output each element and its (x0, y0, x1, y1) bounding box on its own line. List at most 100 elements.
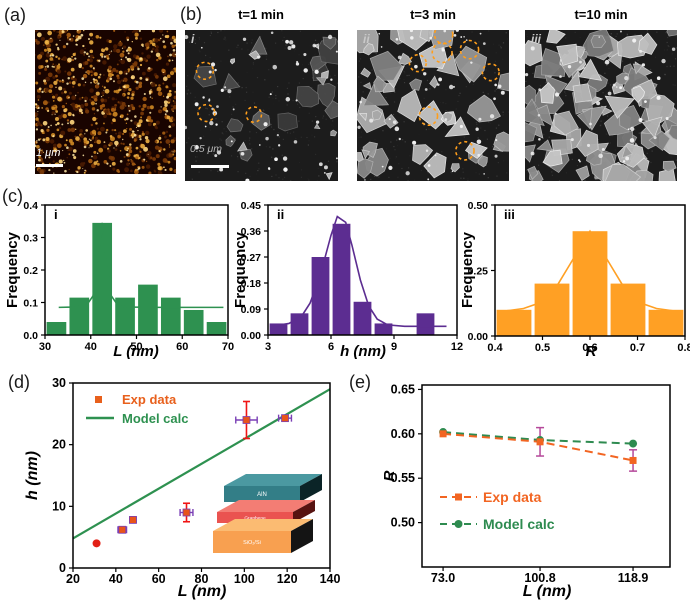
tick-label: 70 (222, 341, 234, 353)
panel-label-d: (d) (8, 372, 30, 392)
xaxis-title-hist-R: R (585, 343, 597, 360)
tick-label: 50 (130, 341, 142, 353)
tick-label: 0.5 (535, 342, 550, 354)
hist-bar (69, 297, 90, 335)
crystal-annotation-circle (454, 140, 475, 161)
crystal-annotation-circle (459, 39, 480, 60)
exp-point (439, 430, 447, 438)
chart-histogram-h: 3 6 9 12 0.00 0.09 0.18 0.27 0.36 0.45 (241, 200, 464, 353)
time-label-3min: t=3 min (410, 7, 456, 22)
xaxis-title-hist-h: h (nm) (340, 343, 386, 360)
hist-bar (332, 223, 351, 335)
tick-label: 0.36 (241, 226, 262, 238)
hist-bar (115, 297, 135, 335)
tick-label: 100.8 (524, 571, 555, 585)
crystal-annotation-circle (433, 30, 454, 45)
hist-bar (496, 309, 532, 336)
tick-label: 0.25 (468, 266, 489, 278)
crystal-annotation-circle (197, 103, 216, 123)
scalebar-label-sem: 0.5 μm (190, 143, 223, 155)
crystal-annotation-circle (418, 106, 439, 126)
xaxis-title-d: L (nm) (177, 583, 227, 600)
fit-curve (272, 215, 447, 328)
tick-label: 0.27 (241, 252, 262, 264)
tick-label: 0.7 (630, 342, 645, 354)
tick-label: 0.4 (23, 200, 38, 212)
xaxis-title-e: L (nm) (522, 583, 572, 600)
hist-bar (311, 257, 330, 335)
chart-histogram-R: 0.4 0.5 0.6 0.7 0.8 0.00 0.25 0.50 (468, 200, 690, 354)
tick-label: 30 (52, 376, 66, 390)
scalebar-sem (191, 165, 229, 168)
tick-label: 100 (234, 572, 255, 586)
model-line (72, 388, 331, 540)
tick-label: 120 (277, 572, 298, 586)
panel-label-c: (c) (2, 186, 23, 206)
tick-label: 0 (59, 561, 66, 575)
inset-layer-label: AlN (257, 492, 267, 498)
data-point (182, 508, 191, 517)
tick-label: 40 (85, 341, 97, 353)
tick-label: 80 (195, 572, 209, 586)
fit-curve (58, 222, 224, 309)
yaxis-title-e: R (381, 470, 398, 482)
tick-label: 0.65 (391, 382, 415, 396)
scalebar-afm (36, 164, 63, 167)
inset-layer-label: Graphene (244, 516, 266, 522)
data-point (129, 516, 137, 524)
tick-label: 0.0 (23, 330, 38, 342)
crystal-annotation-circle (431, 41, 453, 64)
tick-label: 118.9 (618, 571, 649, 585)
inset-layer-1: Graphene (217, 500, 315, 523)
hist-bar (572, 231, 608, 336)
tick-label: 0.8 (677, 342, 690, 354)
inset-layer-2: SiO₂/Si (213, 519, 313, 553)
tick-label: 0.1 (23, 298, 38, 310)
panel-label-a: (a) (4, 5, 26, 25)
hist-bar (46, 322, 67, 335)
tick-label: 0.50 (468, 200, 489, 212)
sem-image-t3min (357, 30, 509, 181)
hist-tag-iii: iii (504, 207, 515, 222)
tick-label: 0.00 (241, 330, 262, 342)
yaxis-title-d: h (nm) (24, 451, 41, 500)
sem-tag-ii: ii (363, 32, 370, 46)
hist-bar (269, 323, 288, 335)
sem-tag-iii: iii (531, 32, 542, 46)
tick-label: 40 (109, 572, 123, 586)
yaxis-title-hist-L: Frequency (4, 232, 21, 308)
tick-label: 20 (66, 572, 80, 586)
time-label-1min: t=1 min (238, 7, 284, 22)
data-point (118, 525, 127, 534)
panel-label-b: (b) (180, 4, 202, 24)
hist-bar (290, 313, 309, 335)
chart-line-R-vs-L: 73.0 100.8 118.9 0.50 0.55 0.60 0.65 Exp data Mo… (391, 382, 671, 585)
tick-label: 140 (320, 572, 341, 586)
hist-bar (160, 297, 181, 335)
xaxis-title-hist-L: L (nm) (113, 343, 159, 360)
legend-label: Exp data (483, 489, 542, 505)
sem-image-t10min (525, 30, 677, 181)
exp-point (629, 456, 637, 464)
hist-tag-ii: ii (277, 207, 285, 222)
model-point (629, 439, 638, 448)
hist-bar (416, 313, 435, 335)
inset-layer-0: AlN (224, 474, 322, 502)
tick-label: 3 (265, 341, 271, 353)
tick-label: 0.4 (487, 342, 503, 354)
tick-label: 12 (451, 341, 463, 353)
tick-label: 30 (39, 341, 51, 353)
tick-label: 0.09 (241, 304, 262, 316)
crystal-annotation-circle (481, 63, 500, 82)
tick-label: 73.0 (431, 571, 455, 585)
hist-bar (206, 322, 227, 335)
hist-tag-i: i (54, 207, 58, 222)
hist-bar (138, 284, 158, 335)
chart-scatter-h-vs-L: 20 40 60 80 100 120 140 0 10 20 30 Exp data Model ca… (52, 376, 340, 586)
tick-label: 0.3 (23, 233, 38, 245)
time-label-10min: t=10 min (574, 7, 628, 22)
inset-layer-label: SiO₂/Si (243, 540, 261, 546)
tick-label: 0.6 (582, 342, 597, 354)
